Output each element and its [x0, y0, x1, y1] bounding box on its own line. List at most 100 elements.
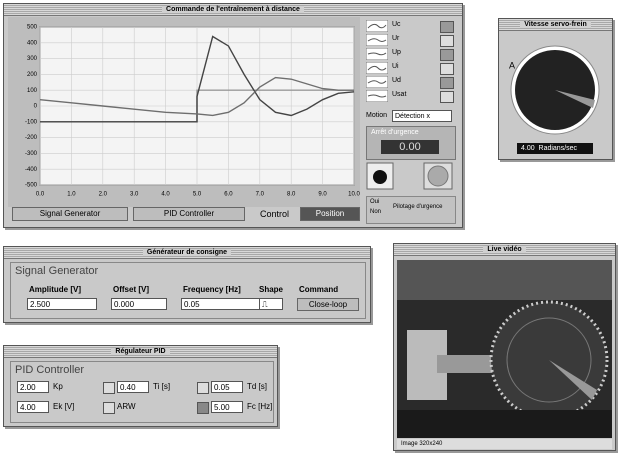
window-title: Live vidéo: [483, 246, 525, 253]
legend-swatch[interactable]: [440, 21, 454, 33]
x-tick-label: 2.0: [99, 192, 108, 198]
legend-label: Ui: [392, 63, 399, 70]
field-input[interactable]: 0.000: [111, 298, 167, 310]
legend-item[interactable]: Ui: [364, 62, 458, 75]
x-tick-label: 0.0: [36, 192, 45, 198]
legend-label: Up: [392, 49, 401, 56]
video-window: Live vidéo Image 320x240: [393, 243, 616, 451]
indicator-lamp: [373, 170, 387, 184]
x-tick-label: 5.0: [193, 192, 202, 198]
speed-unit: Radians/sec: [539, 145, 578, 152]
shape-label: Shape: [259, 285, 283, 294]
checkbox[interactable]: [197, 402, 209, 414]
legend-icon: [366, 34, 388, 46]
x-tick-label: 8.0: [287, 192, 296, 198]
x-tick-label: 7.0: [256, 192, 265, 198]
field-input[interactable]: 0.05: [211, 381, 243, 393]
y-tick-label: -200: [25, 135, 38, 141]
panel-heading: Signal Generator: [15, 265, 98, 277]
command-label: Command: [299, 285, 338, 294]
x-tick-label: 3.0: [130, 192, 139, 198]
legend-swatch[interactable]: [440, 77, 454, 89]
field-label: Amplitude [V]: [29, 285, 81, 294]
legend-item[interactable]: Usat: [364, 90, 458, 103]
control-select[interactable]: Position: [300, 207, 360, 221]
legend-label: Ud: [392, 77, 401, 84]
control-label: Control: [260, 209, 289, 219]
legend-label: Usat: [392, 91, 406, 98]
x-tick-label: 1.0: [67, 192, 76, 198]
title-bar: Vitesse servo-frein: [499, 19, 612, 31]
option-label: Pilotage d'urgence: [393, 204, 443, 210]
window-title: Commande de l'entraînement à distance: [162, 6, 304, 13]
field-input[interactable]: 2.00: [17, 381, 49, 393]
option-on[interactable]: Oui: [370, 199, 379, 205]
title-bar: Régulateur PID: [4, 346, 277, 358]
emergency-display: 0.00: [381, 140, 439, 154]
main-window: Commande de l'entraînement à distance 50…: [3, 3, 463, 228]
field-input[interactable]: 5.00: [211, 401, 243, 413]
signal-window: Générateur de consigne Signal Generator …: [3, 246, 371, 323]
legend-icon-bg: [366, 62, 388, 74]
stop-button[interactable]: [428, 166, 448, 186]
field-label: Kp: [53, 382, 63, 391]
x-tick-label: 10.0: [348, 192, 360, 198]
option-panel: Oui Non Pilotage d'urgence: [366, 196, 456, 224]
motion-select[interactable]: Détection x: [392, 110, 452, 122]
legend-item[interactable]: Uc: [364, 20, 458, 33]
x-tick-label: 6.0: [224, 192, 233, 198]
emergency-panel: Arrêt d'urgence 0.00: [366, 126, 456, 160]
speed-display: 4.00 Radians/sec: [517, 143, 593, 154]
legend-icon: [366, 20, 388, 32]
speed-value: 4.00: [521, 145, 535, 152]
pid-tab[interactable]: PID Controller: [133, 207, 245, 221]
legend-swatch[interactable]: [440, 35, 454, 47]
field-label: Ek [V]: [53, 402, 74, 411]
signal-tab[interactable]: Signal Generator: [12, 207, 128, 221]
field-input[interactable]: 4.00: [17, 401, 49, 413]
video-frame: [397, 260, 612, 438]
legend-swatch[interactable]: [440, 49, 454, 61]
video-wall: [397, 260, 612, 300]
legend-icon: [366, 48, 388, 60]
y-tick-label: 300: [27, 56, 38, 62]
title-bar: Live vidéo: [394, 244, 615, 256]
field-input[interactable]: 2.500: [27, 298, 97, 310]
checkbox[interactable]: [103, 382, 115, 394]
y-tick-label: -400: [25, 167, 38, 173]
legend-icon: [366, 90, 388, 102]
dial-label: A: [509, 60, 515, 70]
legend-label: Ur: [392, 35, 399, 42]
window-title: Générateur de consigne: [143, 249, 231, 256]
field-label: Td [s]: [247, 382, 267, 391]
motion-label: Motion: [366, 112, 387, 119]
legend: Uc Ur Up Ui Ud Usat: [364, 20, 458, 110]
x-tick-label: 4.0: [161, 192, 170, 198]
checkbox[interactable]: [197, 382, 209, 394]
video-base: [397, 410, 612, 438]
legend-item[interactable]: Ur: [364, 34, 458, 47]
field-input[interactable]: 0.40: [117, 381, 149, 393]
legend-icon: [366, 62, 388, 74]
legend-swatch[interactable]: [440, 91, 454, 103]
video-status: Image 320x240: [397, 439, 612, 449]
checkbox[interactable]: [103, 402, 115, 414]
y-tick-label: 100: [27, 88, 38, 94]
legend-item[interactable]: Up: [364, 48, 458, 61]
shape-select[interactable]: ⎍: [259, 298, 283, 310]
panel-heading: PID Controller: [15, 364, 84, 376]
option-off[interactable]: Non: [370, 209, 381, 215]
y-tick-label: -100: [25, 119, 38, 125]
legend-item[interactable]: Ud: [364, 76, 458, 89]
legend-swatch[interactable]: [440, 63, 454, 75]
command-select[interactable]: Close-loop: [297, 298, 359, 311]
y-tick-label: 400: [27, 40, 38, 46]
y-tick-label: -500: [25, 183, 38, 189]
field-label: ARW: [117, 402, 136, 411]
title-bar: Générateur de consigne: [4, 247, 370, 259]
y-tick-label: 500: [27, 25, 38, 31]
field-input[interactable]: 0.05: [181, 298, 261, 310]
